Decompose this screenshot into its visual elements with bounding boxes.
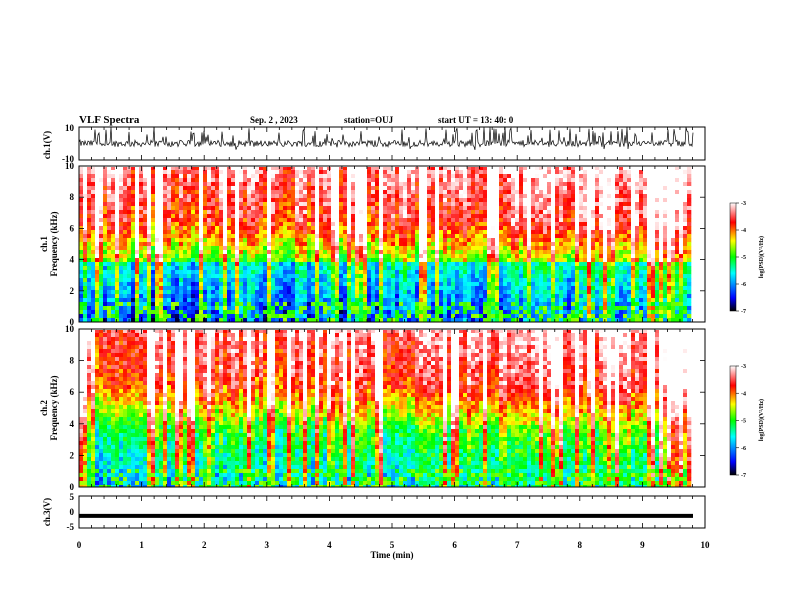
colorbar-tick-label: -4: [741, 228, 746, 234]
freq-tick-label: 8: [70, 192, 75, 202]
colorbar-tick-label: -7: [741, 309, 746, 315]
ch1-colorbar: [729, 202, 737, 312]
freq-tick-label: 2: [70, 286, 75, 296]
freq-tick-label: 10: [65, 161, 75, 171]
colorbar-tick-label: -5: [741, 419, 746, 425]
freq-tick-label: 0: [70, 317, 75, 327]
ch1-waveform-panel: 10 -10 ch.1(V): [42, 123, 706, 164]
colorbar-tick-label: -7: [741, 473, 746, 479]
ch1-colorbar-label: log(PSD)(V²/Hz): [758, 236, 765, 278]
colorbar-tick-label: -6: [741, 446, 746, 452]
freq-tick-label: 6: [70, 223, 75, 233]
ch2-spec-ylabel: ch.2: [39, 400, 49, 416]
colorbar-tick-label: -3: [741, 364, 746, 370]
x-tick-label: 6: [452, 540, 457, 550]
x-tick-label: 5: [390, 540, 395, 550]
x-tick-label: 0: [77, 540, 82, 550]
colorbar-tick-label: -4: [741, 391, 746, 397]
ch1-spec-ylabel: ch.1: [39, 236, 49, 252]
ch2-colorbar: [729, 365, 737, 476]
freq-tick-label: 8: [70, 356, 75, 366]
figure-title: VLF Spectra: [79, 114, 140, 126]
x-axis-label: Time (min): [370, 550, 413, 560]
freq-tick-label: 6: [70, 387, 75, 397]
x-axis-tick-labels: 0 1 2 3 4 5 6 7 8 9 10: [77, 540, 710, 550]
ch3-ytick-top: 5: [70, 492, 75, 502]
x-axis-ticks: [78, 127, 706, 528]
freq-tick-label: 10: [65, 324, 75, 334]
x-tick-label: 8: [578, 540, 583, 550]
ch1-ytick-bottom: -10: [62, 154, 74, 164]
x-tick-label: 2: [202, 540, 207, 550]
x-tick-label: 1: [139, 540, 144, 550]
x-tick-label: 4: [327, 540, 332, 550]
ch3-ylabel: ch.3(V): [42, 498, 52, 526]
x-tick-label: 7: [515, 540, 520, 550]
ch3-ytick-bottom: -5: [67, 522, 75, 532]
ch1-spectrogram-image: [79, 167, 692, 322]
ch3-ytick-mid: 0: [70, 507, 75, 517]
ch1-spec-ylabel2: Frequency (kHz): [49, 211, 59, 276]
colorbar-tick-label: -3: [741, 201, 746, 207]
ch3-waveform-panel: 5 0 -5 ch.3(V): [42, 492, 706, 532]
start-time-label: start UT = 13: 40: 0: [438, 115, 514, 125]
colorbar-tick-label: -5: [741, 255, 746, 261]
freq-tick-label: 0: [70, 482, 75, 492]
freq-tick-label: 2: [70, 450, 75, 460]
freq-tick-label: 4: [70, 255, 75, 265]
ch1-waveform-line: [78, 126, 694, 150]
ch2-spectrogram-image: [79, 330, 692, 487]
ch1-ylabel: ch.1(V): [42, 131, 52, 159]
ch2-spec-ylabel2: Frequency (kHz): [49, 375, 59, 440]
colorbar-tick-label: -6: [741, 282, 746, 288]
x-tick-label: 9: [640, 540, 645, 550]
date-label: Sep. 2 , 2023: [250, 115, 298, 125]
ch2-colorbar-label: log(PSD)(V²/Hz): [758, 399, 765, 441]
station-label: station=OUJ: [344, 115, 394, 125]
ch1-ytick-top: 10: [65, 123, 75, 133]
x-tick-label: 10: [701, 540, 711, 550]
freq-tick-label: 4: [70, 419, 75, 429]
x-tick-label: 3: [265, 540, 270, 550]
